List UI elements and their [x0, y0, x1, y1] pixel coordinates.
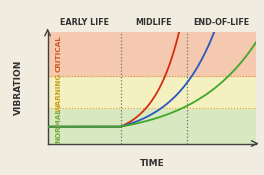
Bar [48, 32, 256, 76]
Bar [48, 76, 256, 108]
Text: EARLY LIFE: EARLY LIFE [59, 18, 109, 27]
Text: END-OF-LIFE: END-OF-LIFE [194, 18, 250, 27]
Text: VIBRATION: VIBRATION [14, 60, 23, 115]
Text: WARNING: WARNING [56, 72, 62, 112]
Text: CRITICAL: CRITICAL [56, 36, 62, 72]
Text: MIDLIFE: MIDLIFE [136, 18, 172, 27]
Bar [48, 108, 256, 144]
Text: NORMAL: NORMAL [56, 108, 62, 143]
Text: TIME: TIME [139, 159, 164, 168]
